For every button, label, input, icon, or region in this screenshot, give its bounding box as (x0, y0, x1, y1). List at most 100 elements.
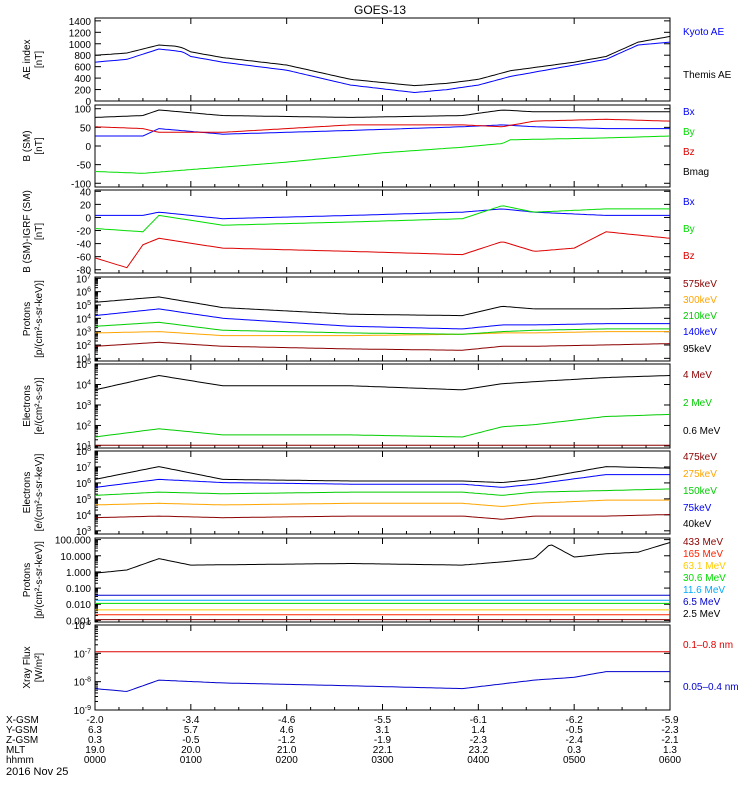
x-axis-value: 0.3 (88, 735, 102, 746)
panel-3: 40 20 0 -20 -40 -60 -80 B (SM)-IGRF (SM) [nT] Bx B… (22, 187, 695, 276)
y-tick-label: 0.100 (66, 584, 91, 595)
x-axis-value: -4.6 (278, 715, 296, 726)
legend-entry: 4 MeV (683, 370, 712, 381)
x-axis-value: 20.0 (181, 745, 201, 756)
series-line (94, 341, 671, 351)
x-axis-row-label: MLT (6, 745, 25, 756)
legend-entry: 2 MeV (683, 398, 712, 409)
x-axis-value: -5.5 (374, 715, 392, 726)
y-tick-exponent: 5 (87, 494, 91, 501)
y-tick-label: -100 (71, 179, 91, 190)
legend-entry: 30.6 MeV (683, 573, 726, 584)
series-line (94, 474, 670, 488)
y-tick-exponent: -6 (85, 620, 91, 627)
series-line (94, 41, 671, 94)
legend-entry: 475keV (683, 452, 717, 463)
y-tick-exponent: -8 (85, 677, 91, 684)
x-axis-value: -0.5 (182, 735, 200, 746)
y-tick-exponent: 7 (87, 462, 91, 469)
y-tick-label: 50 (80, 123, 92, 134)
legend-entry: 95keV (683, 344, 712, 355)
y-tick-exponent: 4 (87, 510, 91, 517)
legend-entry: 433 MeV (683, 537, 723, 548)
legend-entry: By (683, 224, 695, 235)
y-tick-label: 1.000 (66, 568, 91, 579)
y-tick-label: -20 (77, 227, 92, 238)
legend-entry: Bmag (683, 167, 709, 178)
y-tick-exponent: 4 (87, 379, 91, 386)
x-axis-value: -2.3 (470, 735, 488, 746)
x-axis-ephemeris-table: X-GSM -2.0 -3.4 -4.6 -5.5 -6.1 -6.2 -5.9 Y-GSM 6.… (6, 715, 682, 766)
y-tick-exponent: 1 (87, 441, 91, 448)
y-tick-label: 0 (85, 142, 91, 153)
y-tick-label: 0.001 (66, 616, 91, 627)
y-tick-exponent: -7 (85, 648, 91, 655)
y-tick-label: 100 (74, 105, 91, 116)
x-axis-value: -5.9 (661, 715, 679, 726)
y-tick-label: 20 (80, 200, 92, 211)
y-axis-label: Protons (22, 302, 33, 336)
y-tick-exponent: -9 (85, 705, 91, 712)
x-axis-value: 5.7 (184, 725, 198, 736)
x-axis-value: 0600 (659, 755, 682, 766)
y-tick-exponent: 7 (87, 273, 91, 280)
y-axis-label: [nT] (34, 223, 45, 240)
y-axis-label: Electrons (22, 385, 33, 427)
legend-entry: 63.1 MeV (683, 561, 726, 572)
series-line (94, 296, 671, 317)
legend-entry: 300keV (683, 295, 717, 306)
y-tick-label: 40 (80, 187, 92, 198)
series-line (94, 542, 671, 574)
legend-entry: 11.6 MeV (683, 585, 725, 596)
series-line (94, 466, 671, 484)
x-axis-value: 6.3 (88, 725, 102, 736)
legend-entry: 2.5 MeV (683, 609, 721, 620)
y-tick-label: 600 (74, 63, 91, 74)
y-axis-label: [nT] (34, 51, 45, 68)
legend-entry: 40keV (683, 519, 712, 530)
legend-entry: 165 MeV (683, 549, 723, 560)
x-axis-value: -2.3 (661, 725, 679, 736)
series-line (94, 109, 670, 118)
y-tick-label: 100.000 (55, 536, 92, 547)
x-axis-value: -2.1 (661, 735, 679, 746)
y-tick-label: -80 (77, 266, 92, 277)
figure-title: GOES-13 (354, 3, 406, 17)
y-axis-label: [nT] (34, 137, 45, 154)
series-line (95, 124, 670, 137)
legend-entry: 6.5 MeV (683, 597, 721, 608)
y-axis-label: [p/(cm²-s-sr-keV)] (34, 280, 45, 358)
x-axis-value: 22.1 (373, 745, 393, 756)
x-axis-value: 0000 (84, 755, 107, 766)
x-axis-row-label: X-GSM (6, 715, 39, 726)
x-axis-value: -2.0 (86, 715, 104, 726)
y-tick-exponent: 4 (87, 313, 91, 320)
panel-7: 100.000 10.000 1.000 0.100 0.010 0.001 Protons… (22, 536, 726, 628)
legend-entry: Kyoto AE (683, 27, 724, 38)
series-line (94, 671, 670, 692)
x-axis-value: 23.2 (469, 745, 489, 756)
series-line (94, 231, 671, 269)
y-tick-label: 1200 (69, 28, 92, 39)
series-line (94, 413, 671, 438)
x-axis-value: 0.3 (567, 745, 581, 756)
y-tick-label: 0 (85, 213, 91, 224)
x-axis-value: 1.3 (663, 745, 677, 756)
series-line (94, 118, 671, 133)
legend-entry: By (683, 127, 695, 138)
legend-entry: 275keV (683, 469, 717, 480)
series-line (94, 514, 671, 520)
y-tick-label: 400 (74, 74, 91, 85)
y-tick-exponent: 8 (87, 446, 91, 453)
legend-entry: 75keV (683, 503, 712, 514)
legend-entry: Themis AE (683, 70, 732, 81)
x-axis-value: -0.5 (566, 725, 584, 736)
x-axis-value: -1.9 (374, 735, 392, 746)
legend-entry: 140keV (683, 327, 717, 338)
series-line (95, 208, 670, 220)
x-axis-value: 19.0 (85, 745, 105, 756)
